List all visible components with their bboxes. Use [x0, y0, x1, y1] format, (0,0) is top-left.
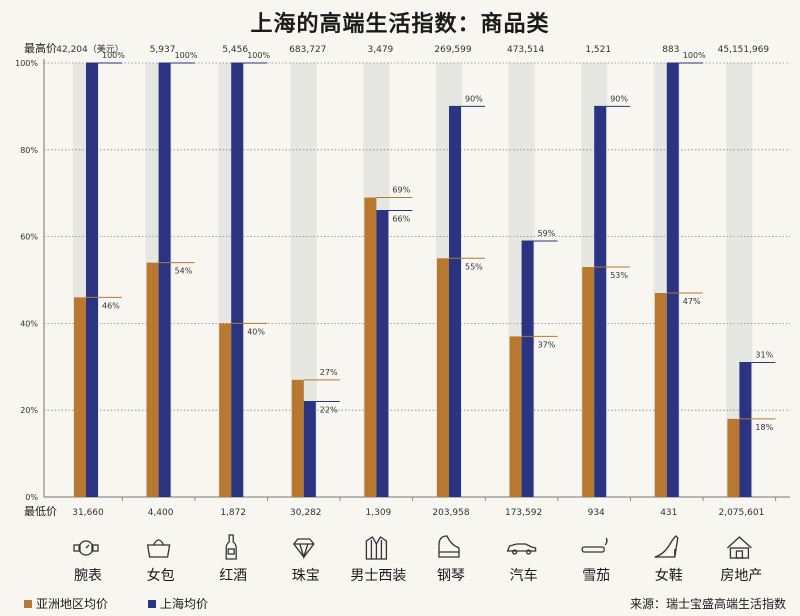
value-label-shanghai: 100% [175, 51, 198, 60]
value-label-asia: 54% [175, 267, 193, 276]
min-price-value: 1,309 [366, 508, 392, 518]
category-label: 钢琴 [437, 568, 465, 584]
y-tick-label: 60% [20, 233, 38, 242]
value-label-shanghai: 59% [538, 229, 556, 238]
min-price-value: 173,592 [505, 508, 542, 518]
y-tick-label: 40% [20, 319, 38, 328]
category-label: 女包 [147, 567, 175, 584]
value-label-asia: 27% [320, 368, 338, 377]
value-label-shanghai: 100% [102, 51, 125, 60]
legend-shanghai-swatch [148, 599, 156, 608]
y-tick-label: 80% [20, 146, 38, 155]
category-label: 男士西装 [350, 568, 406, 584]
value-label-shanghai: 66% [392, 215, 410, 224]
value-label-asia: 55% [465, 262, 483, 271]
high-heel-icon [654, 535, 679, 558]
value-label-shanghai: 90% [465, 94, 483, 103]
bar-shanghai [594, 106, 607, 498]
max-price-value: 883 [662, 45, 679, 55]
legend-asia: 亚洲地区均价 [24, 595, 108, 612]
piano-icon [438, 535, 460, 558]
value-label-shanghai: 31% [755, 350, 773, 359]
bar-asia [654, 293, 667, 497]
bar-asia [727, 418, 740, 497]
category-label: 汽车 [510, 567, 538, 584]
min-price-value: 31,660 [72, 508, 104, 518]
y-tick-label: 0% [25, 493, 38, 502]
bar-asia [74, 297, 86, 497]
legend-shanghai: 上海均价 [148, 595, 208, 612]
max-price-value: 1,521 [585, 45, 611, 55]
min-price-value: 203,958 [432, 508, 469, 518]
bar-asia [582, 266, 595, 497]
max-price-value: 45,151,969 [718, 45, 770, 55]
value-label-shanghai: 90% [610, 94, 628, 103]
min-price-value: 1,872 [220, 508, 246, 518]
handbag-icon [146, 539, 171, 558]
bar-asia [509, 336, 522, 497]
category-label: 红酒 [219, 568, 247, 584]
legend-asia-label: 亚洲地区均价 [36, 597, 109, 611]
min-price-value: 2,075,601 [718, 508, 764, 518]
y-tick-label: 20% [20, 406, 38, 415]
watch-icon [73, 540, 99, 556]
max-price-value: 683,727 [289, 45, 326, 55]
category-label: 珠宝 [292, 568, 320, 584]
bar-shanghai [376, 210, 389, 497]
category-label: 雪茄 [582, 567, 610, 584]
bar-asia [364, 197, 377, 498]
diamond-icon [292, 538, 315, 560]
bar-shanghai [666, 63, 679, 497]
cigar-icon [581, 537, 608, 553]
max-price-value: 269,599 [434, 45, 471, 55]
bar-asia [291, 379, 304, 497]
bar-shanghai [449, 106, 461, 498]
value-label-shanghai: 100% [683, 51, 706, 60]
max-price-value: 473,514 [507, 45, 544, 55]
min-price-value: 431 [660, 508, 677, 518]
y-tick-label: 100% [15, 59, 38, 68]
bar-asia [437, 258, 449, 497]
source-note: 来源：瑞士宝盛高端生活指数 [629, 597, 786, 611]
category-label: 女鞋 [655, 567, 683, 584]
chart-title: 上海的高端生活指数：商品类 [250, 12, 550, 37]
min-price-value: 4,400 [148, 508, 174, 518]
car-icon [506, 543, 537, 555]
value-label-shanghai: 100% [247, 51, 270, 60]
suit-icon [365, 536, 388, 560]
max-price-label: 最高价 [24, 41, 57, 55]
bar-shanghai [521, 240, 534, 497]
min-price-label: 最低价 [24, 505, 57, 518]
value-label-shanghai: 22% [320, 406, 338, 415]
min-price-value: 30,282 [290, 508, 322, 518]
value-label-asia: 37% [538, 340, 556, 349]
value-label-asia: 46% [102, 301, 120, 310]
bar-shanghai [86, 63, 98, 497]
max-price-value: 5,937 [150, 45, 176, 55]
value-label-asia: 47% [683, 297, 701, 306]
legend-asia-swatch [24, 599, 32, 608]
legend-shanghai-label: 上海均价 [160, 597, 209, 611]
bar-shanghai [303, 401, 316, 497]
max-price-value: 3,479 [368, 45, 394, 55]
bar-shanghai [739, 362, 752, 497]
category-label: 房地产 [720, 568, 762, 584]
house-icon [726, 536, 752, 559]
bar-asia [219, 323, 232, 497]
value-label-asia: 40% [247, 327, 265, 336]
bar-shanghai [158, 63, 171, 497]
value-label-asia: 18% [755, 423, 773, 432]
wine-bottle-icon [225, 534, 237, 560]
category-label: 腕表 [74, 568, 102, 584]
bar-shanghai [231, 63, 244, 497]
value-label-asia: 53% [610, 271, 628, 280]
min-price-value: 934 [588, 508, 605, 518]
max-price-value: 42,204（美元） [56, 43, 124, 55]
max-price-value: 5,456 [222, 45, 248, 55]
value-label-asia: 69% [392, 186, 410, 195]
bar-asia [146, 262, 159, 497]
